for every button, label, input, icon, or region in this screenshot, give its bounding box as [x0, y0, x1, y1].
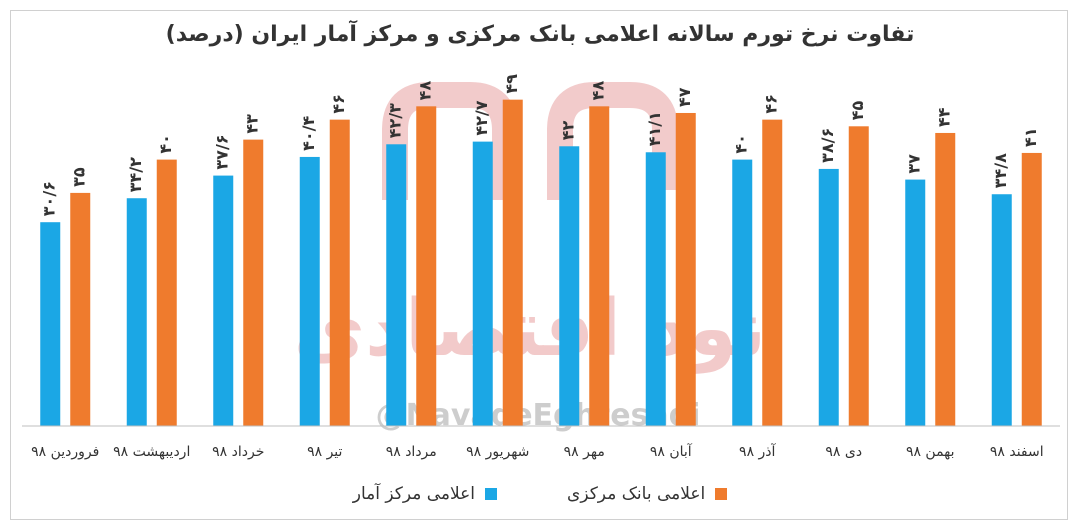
bar-statistical-center	[645, 152, 666, 427]
data-label: ۳۷/۶	[213, 134, 232, 169]
bar-statistical-center	[905, 179, 926, 426]
data-label: ۴۱	[1021, 127, 1040, 147]
data-label: ۴۸	[416, 81, 435, 101]
category-label: شهریور ۹۸	[466, 444, 529, 460]
legend-swatch-central-bank	[715, 488, 728, 500]
bar-central-bank	[156, 159, 177, 426]
bar-statistical-center	[299, 156, 320, 426]
data-label: ۴۲	[559, 121, 578, 141]
category-label: اردیبهشت ۹۸	[113, 444, 190, 460]
bar-central-bank	[762, 119, 783, 426]
data-label: ۴۱/۱	[645, 111, 664, 146]
bar-central-bank	[589, 106, 610, 426]
bar-statistical-center	[386, 144, 407, 427]
bar-central-bank	[935, 132, 956, 426]
bar-statistical-center	[559, 146, 580, 426]
data-label: ۴۴	[935, 107, 954, 127]
category-label: تیر ۹۸	[307, 444, 342, 460]
data-label: ۴۵	[848, 101, 867, 121]
bar-statistical-center	[126, 198, 147, 426]
bar-central-bank	[243, 139, 264, 426]
category-label: دی ۹۸	[825, 444, 862, 460]
data-label: ۳۵	[70, 167, 89, 187]
data-label: ۴۶	[329, 94, 348, 114]
bar-central-bank	[675, 112, 696, 426]
data-label: ۴۳	[243, 114, 262, 134]
legend-item-statistical-center: اعلامی مرکز آمار	[352, 484, 498, 504]
category-label: بهمن ۹۸	[906, 444, 955, 460]
data-label: ۳۸/۶	[818, 128, 837, 163]
bar-central-bank	[329, 119, 350, 426]
category-labels: فروردین ۹۸ اردیبهشت ۹۸ خرداد ۹۸ تیر ۹۸ مرداد…	[31, 443, 1044, 460]
data-label: ۴۰	[732, 134, 751, 154]
category-label: مرداد ۹۸	[386, 444, 437, 460]
data-label: ۳۷	[905, 154, 924, 174]
legend-swatch-statistical-center	[485, 488, 498, 500]
legend-label-central-bank: اعلامی بانک مرکزی	[567, 484, 706, 504]
watermark-logo-arc-right	[547, 82, 678, 200]
data-label: ۴۰/۴	[299, 116, 318, 151]
data-label: ۴۷	[675, 87, 694, 107]
data-label: ۴۲/۷	[472, 100, 491, 135]
category-label: اسفند ۹۸	[990, 444, 1044, 460]
bar-central-bank	[416, 106, 437, 426]
bar-statistical-center	[732, 159, 753, 426]
bar-statistical-center	[991, 194, 1012, 426]
bar-statistical-center	[472, 141, 493, 427]
bar-statistical-center	[40, 222, 61, 426]
chart-title: تفاوت نرخ تورم سالانه اعلامی بانک مرکزی …	[165, 22, 915, 47]
legend: اعلامی بانک مرکزی اعلامی مرکز آمار	[0, 484, 1080, 504]
chart-frame	[10, 10, 1068, 520]
legend-label-statistical-center: اعلامی مرکز آمار	[352, 484, 476, 504]
data-label: ۳۰/۶	[40, 181, 59, 216]
data-label: ۴۲/۳	[386, 103, 405, 138]
data-label: ۴۹	[502, 74, 521, 94]
category-label: آذر ۹۸	[739, 443, 776, 460]
legend-item-central-bank: اعلامی بانک مرکزی	[567, 484, 728, 504]
bars-group: ۳۰/۶ ۳۵ ۳۴/۲ ۴۰ ۳۷/۶ ۴۳ ۴۰/۴ ۴۶ ۴۲/۳ ۴۸ ۴۲/۷ ۴۹ ۴۲ ۴۸…	[40, 74, 1042, 427]
category-label: فروردین ۹۸	[31, 444, 99, 460]
bar-central-bank	[1021, 152, 1042, 426]
bar-central-bank	[70, 192, 91, 426]
data-label: ۳۴/۸	[991, 153, 1010, 188]
data-label: ۳۴/۲	[126, 157, 145, 192]
bar-central-bank	[848, 126, 869, 427]
data-label: ۴۶	[762, 94, 781, 114]
bar-central-bank	[502, 99, 523, 426]
category-label: مهر ۹۸	[564, 444, 605, 460]
bar-statistical-center	[213, 175, 234, 426]
data-label: ۴۸	[589, 81, 608, 101]
category-label: آبان ۹۸	[650, 443, 693, 460]
bar-statistical-center	[818, 168, 839, 426]
category-label: خرداد ۹۸	[212, 444, 264, 460]
data-label: ۴۰	[156, 134, 175, 154]
